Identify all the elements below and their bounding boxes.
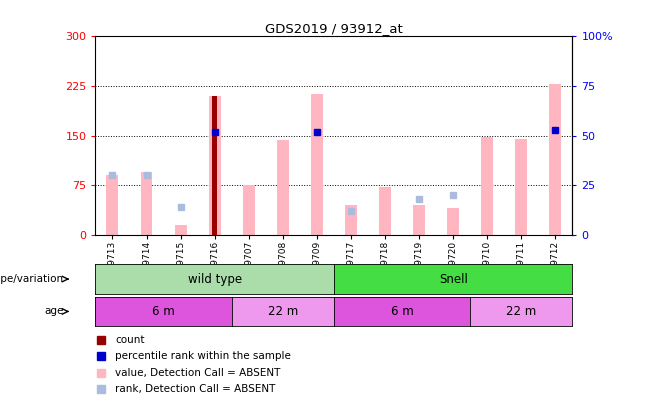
Bar: [379, 187, 391, 235]
Bar: [549, 84, 561, 235]
Bar: [311, 94, 323, 235]
Bar: [107, 175, 118, 235]
Bar: [413, 205, 425, 235]
Bar: [345, 205, 357, 235]
Text: 6 m: 6 m: [391, 305, 413, 318]
Bar: [277, 140, 289, 235]
Bar: [447, 209, 459, 235]
Text: 22 m: 22 m: [506, 305, 536, 318]
Bar: [141, 172, 153, 235]
Text: Snell: Snell: [439, 273, 468, 286]
Text: age: age: [45, 307, 64, 316]
Text: 22 m: 22 m: [268, 305, 298, 318]
Text: value, Detection Call = ABSENT: value, Detection Call = ABSENT: [115, 368, 281, 377]
Text: count: count: [115, 335, 145, 345]
Bar: [209, 96, 220, 235]
Text: percentile rank within the sample: percentile rank within the sample: [115, 352, 291, 361]
Text: 6 m: 6 m: [152, 305, 175, 318]
Title: GDS2019 / 93912_at: GDS2019 / 93912_at: [265, 22, 403, 35]
Text: rank, Detection Call = ABSENT: rank, Detection Call = ABSENT: [115, 384, 276, 394]
Text: wild type: wild type: [188, 273, 241, 286]
Bar: [515, 139, 527, 235]
Text: genotype/variation: genotype/variation: [0, 274, 64, 284]
Bar: [243, 185, 255, 235]
Bar: [481, 137, 494, 235]
Bar: [174, 225, 187, 235]
Bar: [212, 96, 217, 235]
